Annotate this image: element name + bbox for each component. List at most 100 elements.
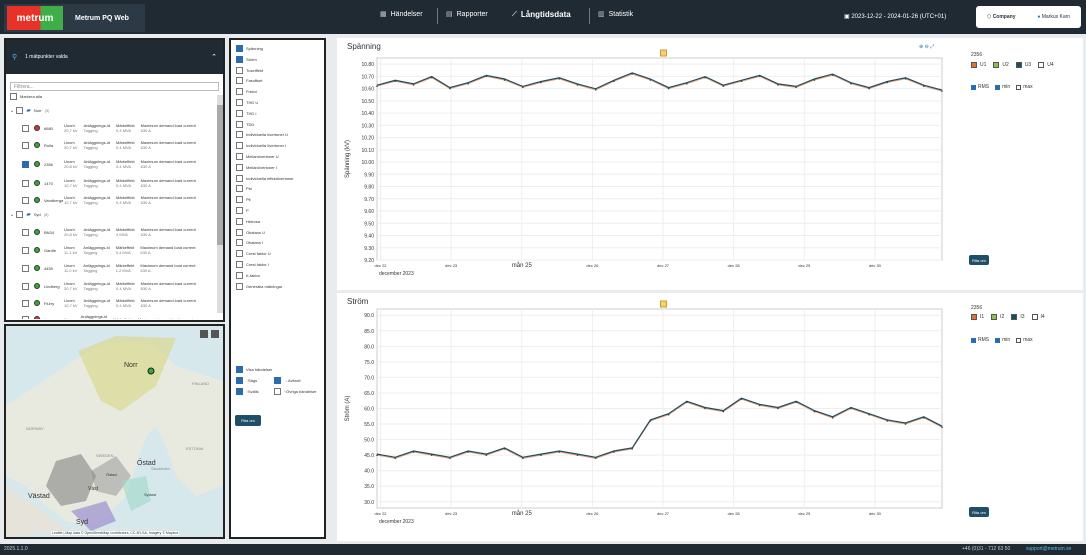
phase-color-swatch[interactable] — [971, 62, 977, 68]
channel-14[interactable]: Plt — [236, 196, 251, 204]
checkbox[interactable] — [236, 131, 243, 139]
metrum-logo[interactable]: metrum — [7, 6, 63, 30]
list-item[interactable]: 4455 Unom 11,0 kV Anläggnings-id Tagging Märk… — [22, 263, 217, 273]
show-events-toggle[interactable]: Visa händelser — [236, 366, 272, 373]
channel-12[interactable]: Individuella effektövertoner — [236, 174, 294, 182]
checkbox[interactable] — [236, 99, 243, 106]
checkbox[interactable] — [22, 299, 29, 307]
channel-11[interactable]: Mellanövertoner I — [236, 163, 277, 171]
list-item[interactable]: Vandberga Unom 10,7 kV Anläggnings-id Taggin… — [22, 195, 217, 205]
channel-1[interactable]: Ström — [236, 55, 257, 63]
nav-longterm[interactable]: ⟋ Långtidsdata — [512, 10, 571, 19]
list-item[interactable]: 1470 Unom 10,7 kV Anläggnings-id Tagging Märk… — [22, 178, 217, 188]
phase-color-swatch[interactable] — [1038, 62, 1045, 68]
nav-reports[interactable]: ▤ Rapporter — [446, 10, 488, 19]
channels-redraw-button[interactable]: Rita om — [235, 415, 261, 426]
checkbox[interactable] — [995, 84, 1001, 90]
collapse-icon[interactable]: ⌃ — [211, 54, 217, 61]
nav-events[interactable]: ▦ Händelser — [380, 10, 423, 19]
list-item[interactable]: Rolla Unom 20,7 kV Anläggnings-id Tagging Mär… — [22, 140, 217, 150]
checkbox[interactable] — [236, 185, 243, 193]
checkbox[interactable] — [236, 120, 243, 128]
map-panel[interactable]: Norr FINLAND NORWAY SWEDEN Östad Västad … — [4, 324, 225, 539]
scrollbar-thumb[interactable] — [217, 105, 223, 245]
checkbox[interactable] — [22, 141, 29, 149]
chevron-down-icon[interactable]: ⌄ — [10, 107, 15, 114]
checkbox[interactable] — [236, 250, 243, 258]
checkbox[interactable] — [995, 337, 1001, 343]
checkbox[interactable] — [236, 207, 243, 214]
plot-area[interactable] — [376, 57, 943, 261]
channel-13[interactable]: Pst — [236, 185, 252, 193]
checkbox[interactable] — [236, 388, 243, 395]
checkbox[interactable] — [971, 337, 976, 343]
channel-7[interactable]: TDD — [236, 120, 254, 128]
zoom-in-icon[interactable]: ⊕ — [919, 44, 925, 50]
nav-statistics[interactable]: ▥ Statistik — [598, 10, 633, 19]
checkbox[interactable] — [236, 271, 243, 279]
layers-button[interactable] — [200, 330, 208, 338]
checkbox[interactable] — [971, 84, 976, 90]
zoom-controls[interactable]: ⊕ ⊖ ⤢ — [919, 44, 934, 50]
checkbox[interactable] — [274, 388, 281, 395]
checkbox[interactable] — [22, 246, 29, 254]
phase-color-swatch[interactable] — [1011, 314, 1018, 320]
phase-color-swatch[interactable] — [1031, 314, 1038, 320]
checkbox[interactable] — [236, 377, 243, 384]
checkbox[interactable] — [16, 211, 24, 218]
channel-21[interactable]: K-faktor — [236, 271, 260, 279]
checkbox[interactable] — [236, 142, 243, 150]
checkbox[interactable] — [236, 174, 243, 182]
filter-input[interactable]: Filtrera... — [10, 82, 219, 91]
region-vast[interactable] — [46, 454, 96, 506]
checkbox[interactable] — [22, 160, 29, 168]
phase-color-swatch[interactable] — [993, 62, 1000, 68]
user-box[interactable]: ⬡ Company ● Markus Karn — [976, 6, 1081, 28]
event-svall[interactable]: ↑ Svälls — [236, 388, 259, 395]
list-item[interactable]: BN34 Unom 20,8 kV Anläggnings-id Tagging Märk… — [22, 227, 217, 237]
checkbox[interactable] — [236, 153, 243, 160]
company-selector[interactable]: ⬡ Company — [987, 14, 1016, 20]
phase-color-swatch[interactable] — [971, 314, 977, 320]
checkbox[interactable] — [236, 282, 243, 290]
fullscreen-button[interactable] — [211, 330, 219, 338]
region-ostad[interactable] — [91, 456, 131, 496]
phase-color-swatch[interactable] — [991, 314, 998, 320]
region-sydost[interactable] — [121, 476, 151, 511]
checkbox[interactable] — [22, 315, 29, 319]
checkbox[interactable] — [236, 88, 243, 96]
event-sag[interactable]: ↓ Sägs — [236, 377, 257, 384]
checkbox[interactable] — [236, 45, 243, 52]
channel-3[interactable]: Fasoffset — [236, 77, 262, 85]
channel-10[interactable]: Mellanövertoner U — [236, 153, 279, 160]
channel-6[interactable]: THD I — [236, 109, 256, 117]
checkbox[interactable] — [22, 196, 29, 204]
list-item[interactable]: 2356 Unom 20,8 kV Anläggnings-id Tagging Märk… — [22, 159, 217, 169]
channel-5[interactable]: THD U — [236, 99, 258, 106]
channel-0[interactable]: Spänning — [236, 45, 263, 52]
date-range-picker[interactable]: ▣ 2023-12-22 - 2024-01-26 (UTC+01) — [844, 13, 946, 20]
event-avbrott[interactable]: → Avbrott — [274, 377, 301, 384]
checkbox[interactable] — [236, 163, 243, 171]
voltage-redraw-button[interactable]: Rita om — [969, 255, 989, 265]
channel-9[interactable]: Individuella övertoner I — [236, 142, 286, 150]
chevron-down-icon[interactable]: ⌄ — [10, 211, 15, 218]
checkbox[interactable] — [236, 217, 243, 225]
group-row[interactable]: ⌄ ▰ Norr (5) — [10, 107, 217, 114]
map-marker-selected[interactable] — [147, 367, 155, 375]
checkbox[interactable] — [16, 107, 24, 114]
event-marker[interactable] — [660, 300, 667, 308]
channel-19[interactable]: Crest faktor U — [236, 250, 271, 258]
phase-color-swatch[interactable] — [1015, 62, 1022, 68]
checkbox[interactable] — [1016, 337, 1022, 343]
checkbox[interactable] — [236, 66, 243, 74]
checkbox[interactable] — [236, 109, 243, 117]
tree-scrollbar[interactable] — [217, 95, 223, 313]
checkbox[interactable] — [236, 77, 243, 85]
checkbox[interactable] — [236, 239, 243, 247]
channel-20[interactable]: Crest faktor I — [236, 261, 269, 268]
event-marker[interactable] — [660, 49, 667, 57]
channel-8[interactable]: Individuella övertoner U — [236, 131, 288, 139]
map-svg[interactable] — [6, 326, 223, 537]
